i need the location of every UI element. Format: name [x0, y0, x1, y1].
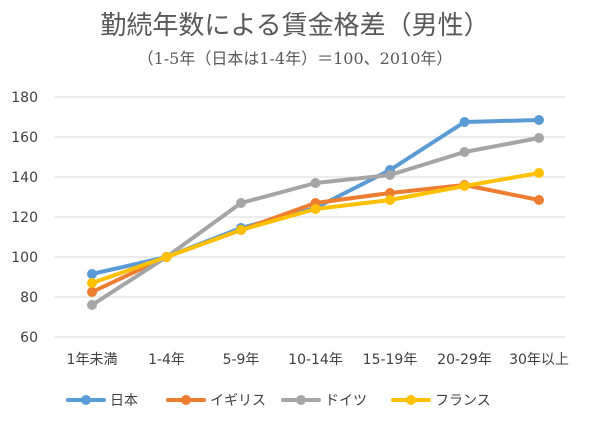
x-tick-label: 1-4年 — [148, 352, 185, 368]
y-tick-label: 180 — [11, 90, 38, 106]
legend-marker — [406, 395, 416, 405]
x-tick-label: 10-14年 — [288, 352, 343, 368]
data-point — [534, 168, 544, 178]
data-point — [534, 115, 544, 125]
legend-item: イギリス — [166, 393, 266, 409]
x-tick-label: 30年以上 — [509, 352, 569, 368]
data-point — [385, 195, 395, 205]
data-point — [534, 195, 544, 205]
y-axis: 60 80 100 120 140 160 180 — [11, 90, 38, 346]
data-point — [385, 170, 395, 180]
legend-label: イギリス — [210, 393, 266, 409]
data-point — [161, 252, 172, 262]
data-point — [310, 178, 321, 188]
data-point — [236, 225, 246, 235]
x-tick-label: 15-19年 — [363, 352, 418, 368]
legend-marker — [181, 395, 191, 405]
data-point — [87, 300, 97, 310]
y-tick-label: 160 — [11, 130, 38, 146]
data-point — [459, 181, 470, 191]
data-point — [87, 287, 97, 297]
y-tick-label: 140 — [11, 170, 38, 186]
data-point — [310, 204, 321, 214]
data-point — [87, 278, 97, 288]
legend-marker — [296, 395, 306, 405]
y-tick-label: 80 — [20, 290, 38, 306]
data-point — [459, 147, 470, 157]
series-line — [90, 136, 541, 307]
x-axis: 1年未満 1-4年 5-9年 10-14年 15-19年 20-29年 30年以上 — [67, 352, 569, 368]
gridlines — [55, 96, 565, 338]
data-point — [459, 117, 470, 127]
y-tick-label: 100 — [11, 250, 38, 266]
data-point — [236, 198, 246, 208]
legend-marker — [81, 395, 91, 405]
chart-subtitle: （1-5年（日本は1-4年）＝100、2010年） — [138, 49, 453, 68]
chart-title: 勤続年数による賃金格差（男性） — [100, 11, 489, 41]
legend-label: 日本 — [110, 393, 138, 409]
legend-item: フランス — [391, 393, 491, 409]
data-point — [385, 188, 395, 198]
legend-label: フランス — [435, 393, 491, 409]
y-tick-label: 120 — [11, 210, 38, 226]
data-point — [87, 269, 97, 279]
x-tick-label: 5-9年 — [223, 352, 260, 368]
legend-label: ドイツ — [325, 393, 367, 409]
legend-item: 日本 — [66, 393, 138, 409]
x-tick-label: 20-29年 — [437, 352, 492, 368]
series-line — [90, 118, 541, 276]
series-line — [90, 171, 541, 285]
legend-item: ドイツ — [281, 393, 367, 409]
data-point — [534, 133, 544, 143]
legend: 日本 イギリス ドイツ フランス — [66, 393, 491, 409]
plot-area — [87, 115, 544, 310]
y-tick-label: 60 — [20, 330, 38, 346]
x-tick-label: 1年未満 — [67, 352, 118, 368]
